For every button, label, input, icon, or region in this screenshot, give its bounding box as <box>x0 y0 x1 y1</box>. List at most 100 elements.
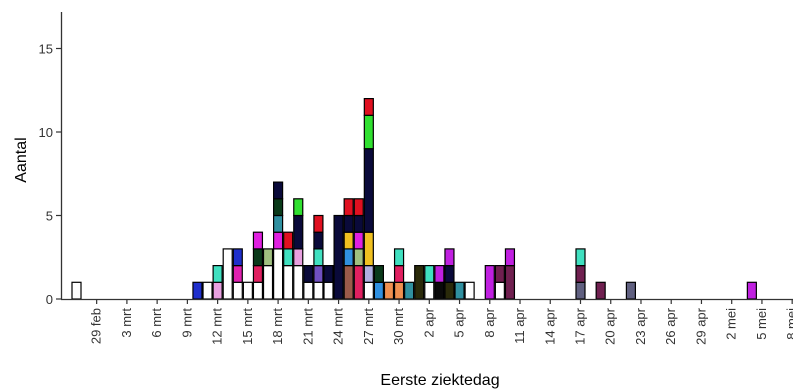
bar-segment <box>424 265 435 283</box>
bar-segment <box>273 198 284 217</box>
bar-segment <box>273 214 284 233</box>
y-tick-label: 0 <box>46 292 53 307</box>
bar-segment <box>293 265 304 300</box>
bar-segment <box>363 97 374 116</box>
bar-segment <box>71 281 82 300</box>
x-tick-label: 5 apr <box>452 307 467 337</box>
bar-segment <box>404 281 415 300</box>
bar-segment <box>252 231 264 250</box>
bar-segment <box>293 248 304 267</box>
bar-segment <box>313 231 324 250</box>
bar-segment <box>363 281 374 300</box>
x-tick-label: 14 apr <box>542 307 557 345</box>
bar-segment <box>746 281 757 300</box>
bar-segment <box>303 265 314 283</box>
bar-segment <box>232 281 243 300</box>
bar-segment <box>444 265 455 283</box>
bar-segment <box>353 265 364 300</box>
x-tick-label: 29 apr <box>693 307 708 345</box>
bar-segment <box>343 214 354 233</box>
bar-segment <box>343 198 354 217</box>
x-tick-label: 2 mei <box>724 308 739 340</box>
bar-segment <box>393 265 405 283</box>
bar-segment <box>283 248 294 267</box>
bar-segment <box>273 248 284 300</box>
bar-segment <box>313 214 324 233</box>
bar-segment <box>242 281 253 300</box>
bar-segment <box>434 265 445 283</box>
x-tick-label: 21 mrt <box>300 308 315 345</box>
bar-segment <box>252 281 264 300</box>
x-tick-label: 8 apr <box>482 307 497 337</box>
bar-segment <box>424 281 435 300</box>
bar-segment <box>373 265 384 283</box>
x-ticks: 29 feb 3 mrt 6 mrt 9 mrt 12 mrt 15 mrt 18 mrt 2… <box>89 299 793 345</box>
bar-segment <box>464 281 475 300</box>
bar-segment <box>313 248 324 267</box>
bar-segment <box>353 214 364 233</box>
y-axis-title: Aantal <box>13 137 30 182</box>
bar-segment <box>625 281 637 300</box>
y-tick-label: 10 <box>39 125 53 140</box>
bar-segment <box>343 231 354 250</box>
bar-segment <box>454 281 465 300</box>
bar-segment <box>273 231 284 250</box>
bar-segment <box>232 248 243 267</box>
x-axis-title: Eerste ziektedag <box>380 372 499 389</box>
x-tick-label: 29 feb <box>89 308 104 344</box>
bar-segment <box>252 248 264 267</box>
bar-segment <box>192 281 203 300</box>
bar-segment <box>343 265 354 300</box>
y-tick-label: 5 <box>46 209 53 224</box>
bar-segment <box>595 281 606 300</box>
bar-segment <box>303 281 314 300</box>
bar-segment <box>363 231 374 267</box>
x-tick-label: 8 mei <box>784 308 793 340</box>
x-tick-label: 26 apr <box>663 307 678 345</box>
x-tick-label: 24 mrt <box>331 308 346 345</box>
bar-segment <box>575 265 586 283</box>
bar-segment <box>353 248 364 267</box>
bar-segment <box>313 265 324 283</box>
bar-segment <box>575 281 586 300</box>
bar-segment <box>393 281 405 300</box>
bar-segment <box>232 265 243 283</box>
bar-segment <box>434 281 445 300</box>
bar-segment <box>444 248 455 267</box>
bar-segment <box>283 265 294 300</box>
bar-segment <box>333 214 344 300</box>
bar-segment <box>313 281 324 300</box>
bars-layer <box>71 97 757 300</box>
bar-segment <box>504 265 516 300</box>
y-tick-label: 15 <box>39 42 53 57</box>
y-ticks: 0 5 10 15 <box>39 42 61 307</box>
bar-segment <box>444 281 455 300</box>
x-tick-label: 6 mrt <box>149 308 164 338</box>
x-tick-label: 30 mrt <box>391 308 406 345</box>
bar-segment <box>393 248 405 267</box>
bar-segment <box>323 265 334 283</box>
bar-segment <box>222 248 233 300</box>
bar-segment <box>363 114 374 150</box>
bar-segment <box>484 265 495 300</box>
x-tick-label: 3 mrt <box>119 308 134 338</box>
x-tick-label: 15 mrt <box>240 308 255 345</box>
bar-segment <box>323 281 334 300</box>
bar-segment <box>293 198 304 217</box>
bar-segment <box>262 265 274 300</box>
bar-segment <box>494 281 505 300</box>
bar-segment <box>252 265 264 283</box>
bar-segment <box>414 265 425 300</box>
bar-segment <box>273 181 284 200</box>
bar-segment <box>212 281 223 300</box>
bar-segment <box>353 198 364 217</box>
x-tick-label: 18 mrt <box>270 308 285 345</box>
x-tick-label: 12 mrt <box>210 308 225 345</box>
bar-segment <box>283 231 294 250</box>
x-tick-label: 23 apr <box>633 307 648 345</box>
bar-segment <box>343 248 354 267</box>
bar-segment <box>575 248 586 267</box>
bar-segment <box>212 265 223 283</box>
bar-segment <box>363 148 374 233</box>
bar-segment <box>383 281 395 300</box>
